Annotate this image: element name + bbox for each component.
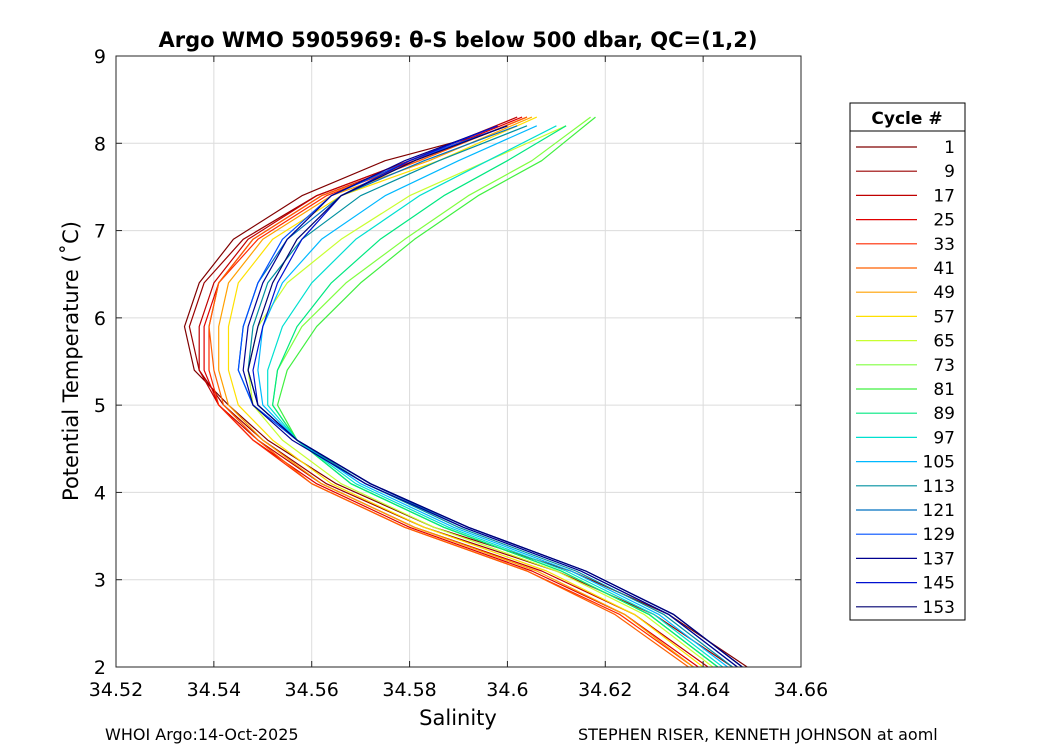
x-tick-label: 34.52 — [89, 679, 143, 701]
legend-label: 81 — [933, 380, 955, 400]
legend-label: 89 — [933, 404, 955, 424]
x-tick-label: 34.62 — [578, 679, 632, 701]
series-line-cycle-89 — [272, 125, 719, 668]
plot-area — [116, 56, 801, 667]
legend-label: 65 — [933, 332, 955, 352]
legend-label: 129 — [923, 525, 955, 545]
legend-label: 1 — [944, 138, 955, 158]
legend-label: 17 — [933, 186, 955, 206]
y-tick-label: 9 — [94, 46, 106, 68]
axis-ticks: 34.52 34.54 34.56 34.58 34.6 34.62 34.64 34.66 2… — [89, 46, 828, 701]
y-tick-label: 7 — [94, 221, 106, 243]
series-line-cycle-41 — [208, 116, 689, 668]
legend-title: Cycle # — [871, 109, 942, 129]
x-tick-label: 34.56 — [285, 679, 339, 701]
x-tick-label: 34.66 — [774, 679, 828, 701]
y-tick-label: 6 — [94, 308, 106, 330]
series-line-cycle-105 — [257, 125, 728, 668]
x-tick-label: 34.58 — [382, 679, 436, 701]
y-tick-label: 2 — [94, 657, 106, 679]
legend-label: 113 — [923, 477, 955, 497]
legend-label: 73 — [933, 356, 955, 376]
data-series — [183, 116, 748, 668]
x-axis-label: Salinity — [419, 706, 497, 730]
chart-title: Argo WMO 5905969: θ-S below 500 dbar, QC… — [159, 28, 758, 52]
series-line-cycle-97 — [267, 125, 724, 668]
x-tick-label: 34.64 — [676, 679, 730, 701]
legend-label: 137 — [923, 549, 955, 569]
x-tick-label: 34.54 — [187, 679, 241, 701]
series-line-cycle-49 — [218, 116, 694, 668]
y-tick-label: 8 — [94, 133, 106, 155]
y-axis-label: Potential Temperature (˚C) — [59, 221, 83, 501]
plot-frame — [115, 55, 802, 668]
series-line-cycle-17 — [198, 116, 709, 668]
series-line-cycle-153 — [247, 125, 743, 668]
x-tick-label: 34.6 — [486, 679, 528, 701]
legend-label: 57 — [933, 307, 955, 327]
y-tick-label: 3 — [94, 570, 106, 592]
y-tick-label: 4 — [94, 482, 106, 504]
legend-items: 1 9 17 25 33 41 49 57 65 73 81 89 97 105 113 121 129 137 1… — [856, 138, 955, 618]
series-line-cycle-57 — [227, 116, 704, 668]
legend-label: 41 — [933, 259, 955, 279]
footer-date: WHOI Argo:14-Oct-2025 — [105, 725, 299, 744]
legend-label: 97 — [933, 428, 955, 448]
legend: Cycle # 1 9 17 25 33 41 49 57 65 73 81 89 97 105 113 12… — [849, 102, 966, 621]
legend-label: 121 — [923, 501, 955, 521]
legend-label: 33 — [933, 235, 955, 255]
series-line-cycle-137 — [242, 125, 738, 668]
legend-label: 49 — [933, 283, 955, 303]
legend-label: 25 — [933, 211, 955, 231]
legend-label: 105 — [923, 453, 955, 473]
footer-credits: STEPHEN RISER, KENNETH JOHNSON at aoml — [578, 725, 938, 744]
y-tick-label: 5 — [94, 395, 106, 417]
legend-label: 9 — [944, 162, 955, 182]
legend-label: 145 — [923, 574, 955, 594]
legend-label: 153 — [923, 598, 955, 618]
series-line-cycle-65 — [247, 125, 714, 668]
